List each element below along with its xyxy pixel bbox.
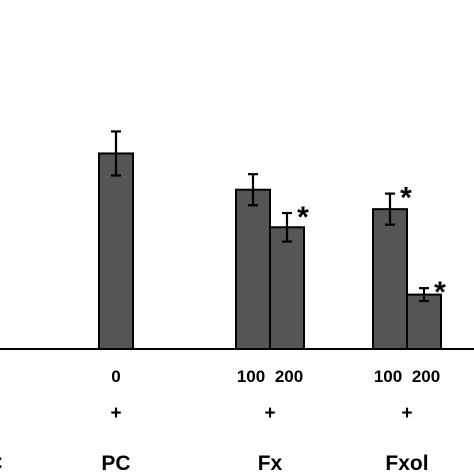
group-label-fxol: Fxol bbox=[385, 452, 428, 474]
dose-label-fx-100: 100 bbox=[237, 367, 265, 386]
significance-star-fxol-200: * bbox=[434, 276, 446, 309]
significance-markers: * * * bbox=[297, 182, 446, 310]
plus-label-fxol: + bbox=[401, 403, 412, 424]
error-bar-fx-100 bbox=[248, 173, 258, 207]
bar-fx-100 bbox=[235, 188, 271, 350]
dose-label-fx-200: 200 bbox=[275, 367, 303, 386]
group-label-pc: PC bbox=[101, 452, 130, 474]
plus-label-fx: + bbox=[264, 403, 275, 424]
group-label-fx: Fx bbox=[258, 452, 283, 474]
significance-star-fx-200: * bbox=[297, 201, 309, 234]
plus-label-pc: + bbox=[110, 403, 121, 424]
dose-label-pc-0: 0 bbox=[111, 367, 120, 386]
bar-pc-0 bbox=[98, 152, 134, 350]
group-label-c: C bbox=[0, 452, 3, 474]
error-bar-fxol-200 bbox=[419, 287, 429, 303]
error-bar-pc-0 bbox=[111, 130, 121, 177]
bar-fxol-100 bbox=[372, 208, 408, 350]
dose-label-fxol-200: 200 bbox=[412, 367, 440, 386]
dose-label-fxol-100: 100 bbox=[374, 367, 402, 386]
significance-star-fxol-100: * bbox=[400, 182, 412, 215]
error-bars-layer bbox=[111, 130, 429, 303]
error-bar-fxol-100 bbox=[385, 192, 395, 226]
bar-fx-200 bbox=[269, 226, 305, 351]
error-bar-fx-200 bbox=[282, 211, 292, 243]
bars-layer bbox=[98, 152, 442, 351]
